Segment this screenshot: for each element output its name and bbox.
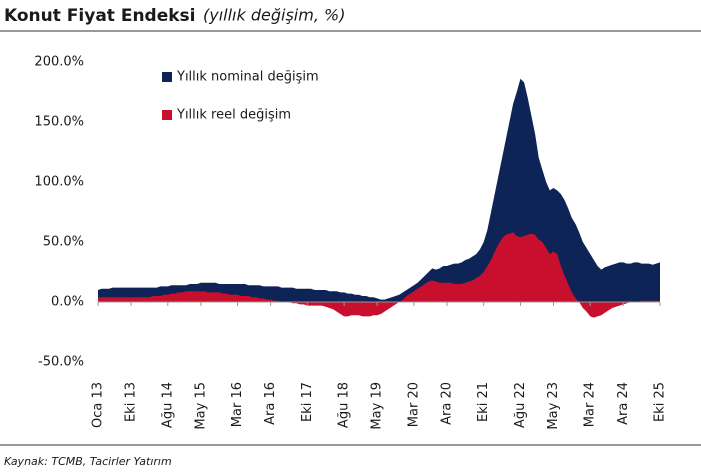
y-tick-label: 0.0% (51, 295, 84, 310)
x-tick-label: Ara 16 (263, 382, 278, 425)
x-tick-label: Ağu 18 (337, 382, 352, 428)
y-tick-label: 50.0% (43, 235, 84, 250)
x-tick-label: Ara 24 (616, 382, 631, 425)
x-tick-label: May 15 (193, 382, 208, 430)
area (98, 232, 660, 318)
y-tick-label: 100.0% (34, 175, 84, 190)
y-tick-label: 200.0% (34, 55, 84, 70)
x-tick-label: Mar 16 (230, 382, 245, 427)
chart-title: Konut Fiyat Endeksi (4, 6, 196, 26)
y-tick-label: 150.0% (34, 115, 84, 130)
x-tick-label: Ara 20 (439, 382, 454, 425)
source: Kaynak: TCMB, Tacirler Yatırım (4, 455, 172, 468)
legend-label: Yıllık nominal değişim (176, 70, 319, 85)
legend-label: Yıllık reel değişim (176, 108, 291, 123)
x-tick-label: Eki 13 (124, 382, 139, 422)
x-tick-label: Ağu 22 (513, 382, 528, 428)
x-tick-label: Ağu 14 (160, 382, 175, 428)
x-tick-label: May 23 (546, 382, 561, 430)
x-tick-label: Eki 25 (653, 382, 668, 422)
x-tick-label: Mar 20 (406, 382, 421, 427)
x-tick-label: Oca 13 (91, 382, 106, 428)
x-tick-label: Eki 17 (300, 382, 315, 422)
chart-subtitle: (yıllık değişim, %) (203, 6, 345, 25)
legend-swatch (162, 110, 172, 120)
y-tick-label: -50.0% (38, 355, 84, 370)
legend-swatch (162, 72, 172, 82)
x-tick-label: Eki 21 (476, 382, 491, 422)
x-tick-label: Mar 24 (583, 382, 598, 427)
x-tick-label: May 19 (370, 382, 385, 430)
